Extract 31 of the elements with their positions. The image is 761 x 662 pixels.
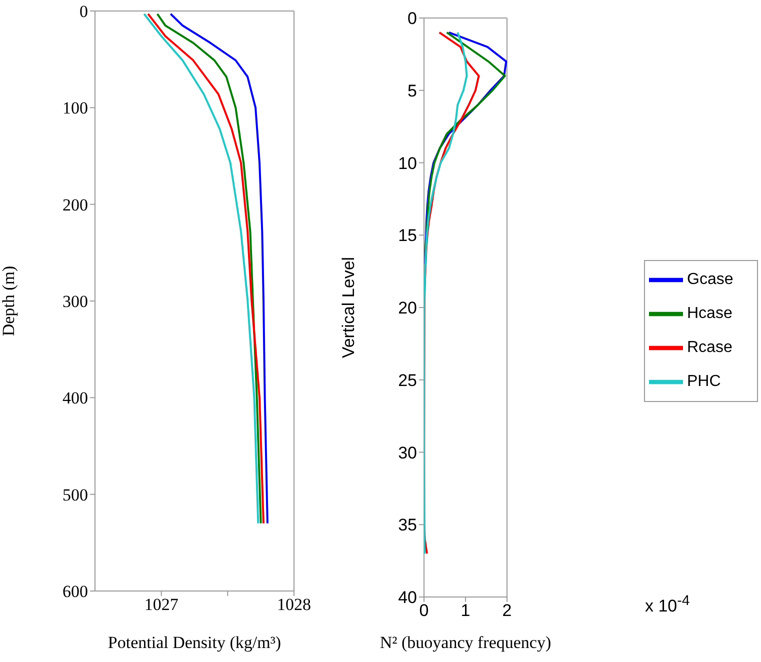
y-tick-label: 400 [62, 388, 88, 408]
y-tick-label: 15 [398, 226, 417, 246]
x-tick-label: 2 [502, 601, 512, 620]
y-tick-label: 100 [62, 98, 88, 118]
y-tick-label: 0 [80, 2, 88, 22]
y-tick-label: 0 [408, 9, 417, 28]
line-series [424, 31, 468, 555]
legend-label: PHC [687, 373, 721, 390]
y-tick-label: 10 [398, 154, 417, 173]
y-tick-label: 30 [398, 443, 417, 462]
text: x 10$^{-4}$ [645, 593, 690, 617]
y-tick-label: 500 [62, 485, 88, 504]
y-axis-title: Depth (m) [0, 266, 18, 336]
y-tick-label: 35 [398, 516, 417, 535]
legend-label: Hcase [687, 305, 732, 322]
y-tick-label: 25 [398, 370, 417, 390]
x-axis-title: N² (buoyancy frequency) [380, 633, 552, 652]
legend-label: Gcase [687, 271, 734, 288]
line-series [170, 12, 268, 524]
x-axis-title: Potential Density (kg/m³) [108, 633, 282, 652]
legend-label: Rcase [687, 339, 732, 356]
x-tick-label: 1 [460, 601, 470, 620]
y-tick-label: 300 [62, 292, 88, 312]
y-tick-label: 600 [62, 582, 88, 602]
y-tick-label: 40 [398, 588, 417, 608]
y-tick-label: 20 [398, 298, 417, 318]
y-tick-label: 200 [62, 195, 88, 214]
y-axis-title: Vertical Level [339, 256, 358, 358]
y-tick-label: 5 [408, 81, 417, 100]
x-tick-label: 1028 [277, 595, 311, 614]
x-tick-label: 1027 [144, 595, 179, 614]
